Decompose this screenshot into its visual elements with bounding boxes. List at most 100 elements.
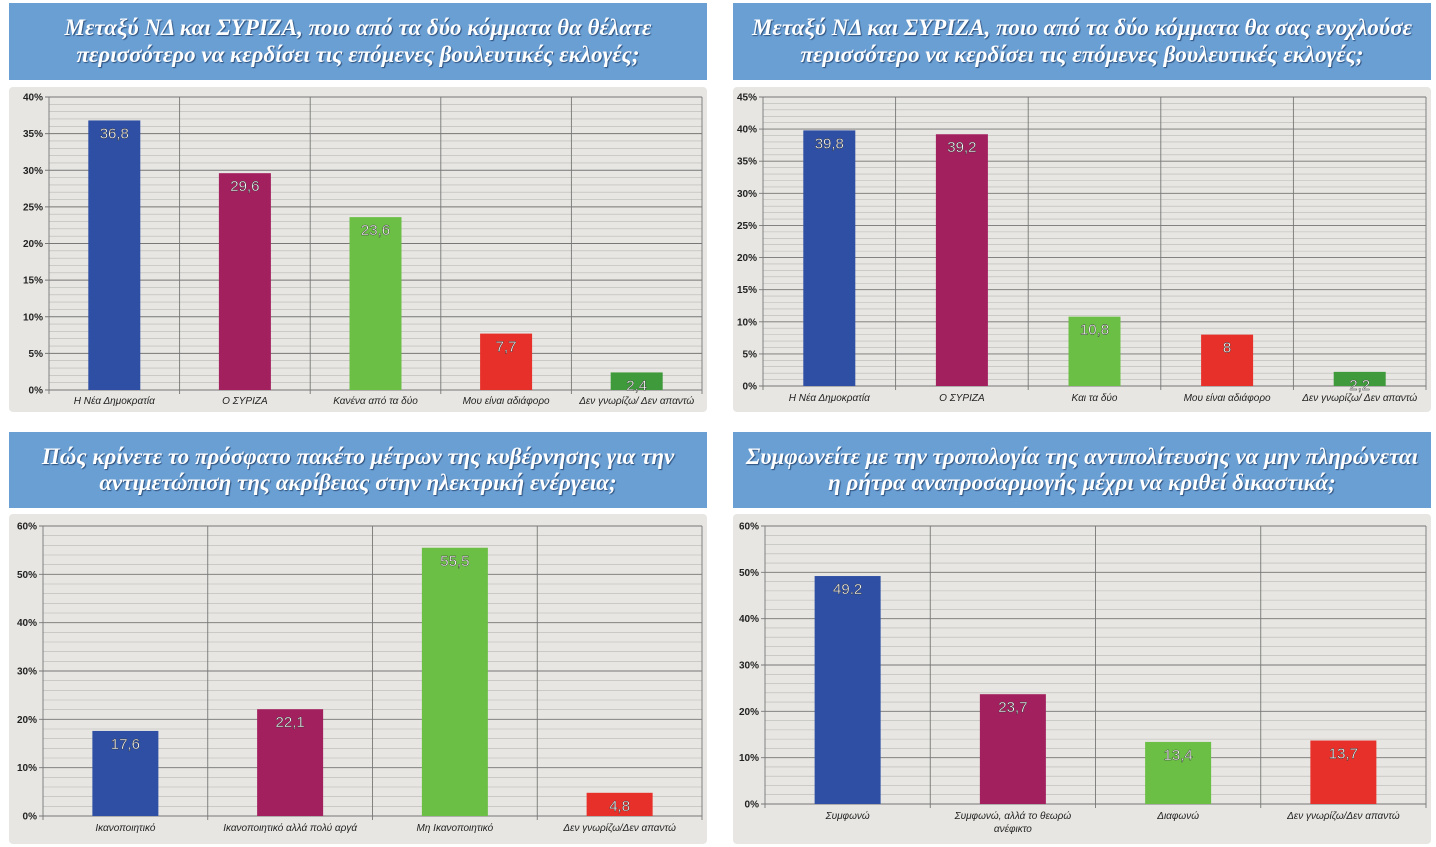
bar-chart: 0% 10% 20% 30% 40% 50% 60% 49.2 Συμφωνώ 23,7 Συμφω… — [739, 522, 1427, 835]
x-category-label: Συμφωνώ, αλλά το θεωρώ ανέφικτο — [954, 810, 1072, 835]
y-tick-label: 30% — [739, 661, 759, 672]
bar — [803, 130, 856, 386]
x-category-label: Συμφωνώ — [825, 810, 870, 822]
y-tick-label: 10% — [23, 312, 43, 323]
chart-panel-3: Πώς κρίνετε το πρόσφατο πακέτο μέτρων τη… — [9, 432, 707, 844]
y-tick-label: 35% — [23, 129, 43, 140]
data-label: 49.2 — [833, 581, 862, 598]
y-tick-label: 35% — [737, 157, 757, 168]
y-tick-label: 25% — [23, 202, 43, 213]
y-tick-label: 0% — [29, 386, 44, 397]
y-tick-label: 25% — [737, 221, 757, 232]
y-tick-label: 30% — [17, 667, 37, 678]
data-label: 39,8 — [815, 135, 844, 152]
x-category-label: Δεν γνωρίζω/Δεν απαντώ — [1286, 810, 1400, 822]
bar — [218, 173, 271, 390]
x-category-label: Και τα δύο — [1072, 392, 1118, 404]
data-label: 7,7 — [496, 339, 517, 356]
bar — [1145, 741, 1212, 804]
x-category-label: Ο ΣΥΡΙΖΑ — [939, 393, 985, 404]
data-label: 10,8 — [1080, 322, 1109, 339]
x-category-label: Μη Ικανοποιητικό — [417, 822, 494, 834]
x-category-label: Δεν γνωρίζω/ Δεν απαντώ — [578, 395, 694, 407]
data-label: 2,2 — [1349, 377, 1370, 394]
bar — [257, 709, 324, 816]
chart-title: Πώς κρίνετε το πρόσφατο πακέτο μέτρων τη… — [9, 432, 707, 508]
x-category-label: Η Νέα Δημοκρατία — [74, 395, 155, 407]
bar — [480, 333, 533, 390]
bar — [814, 576, 881, 804]
x-category-label: Διαφωνώ — [1156, 810, 1199, 822]
x-category-label: Κανένα από τα δύο — [333, 395, 418, 407]
x-category-label: Ικανοποιητικό — [95, 822, 156, 834]
y-tick-label: 5% — [743, 349, 758, 360]
bar — [1201, 334, 1254, 386]
y-tick-label: 20% — [17, 715, 37, 726]
data-label: 29,6 — [230, 178, 259, 195]
data-label: 2,4 — [626, 377, 647, 394]
data-label: 36,8 — [100, 125, 129, 142]
y-tick-label: 20% — [23, 239, 43, 250]
x-category-label: Ο ΣΥΡΙΖΑ — [222, 396, 268, 407]
x-category-label-line: Συμφωνώ, αλλά το θεωρώ — [954, 810, 1072, 822]
y-tick-label: 0% — [743, 382, 758, 393]
y-tick-label: 60% — [17, 522, 37, 533]
y-tick-label: 40% — [17, 618, 37, 629]
chart-title: Μεταξύ ΝΔ και ΣΥΡΙΖΑ, ποιο από τα δύο κό… — [733, 3, 1431, 80]
chart-title: Συμφωνείτε με την τροπολογία της αντιπολ… — [733, 432, 1431, 508]
data-label: 39,2 — [947, 139, 976, 156]
y-tick-label: 50% — [17, 570, 37, 581]
bar — [610, 372, 663, 390]
bar-chart: 0% 10% 20% 30% 40% 50% 60% 17,6 Ικανοποιητικό 22,… — [17, 522, 703, 834]
data-label: 17,6 — [111, 736, 140, 753]
y-tick-label: 10% — [17, 763, 37, 774]
y-tick-label: 20% — [737, 253, 757, 264]
x-category-label: Δεν γνωρίζω/ Δεν απαντώ — [1301, 392, 1417, 404]
bar-chart: 0% 5% 10% 15% 20% 25% 30% 35% 40% 36,8 Η Νέα Δημοκ… — [23, 93, 703, 407]
x-category-label: Η Νέα Δημοκρατία — [789, 392, 870, 404]
y-tick-label: 10% — [737, 317, 757, 328]
bar — [1068, 316, 1121, 386]
bar — [421, 547, 488, 816]
bar — [1310, 740, 1377, 804]
bar — [92, 730, 159, 816]
y-tick-label: 0% — [745, 800, 760, 811]
y-tick-label: 40% — [739, 614, 759, 625]
bar — [349, 217, 402, 390]
y-tick-label: 20% — [739, 707, 759, 718]
x-category-label: Μου είναι αδιάφορο — [1184, 392, 1271, 404]
y-tick-label: 60% — [739, 522, 759, 533]
y-tick-label: 40% — [737, 125, 757, 136]
y-tick-label: 15% — [737, 285, 757, 296]
y-tick-label: 30% — [737, 189, 757, 200]
data-label: 13,4 — [1164, 747, 1193, 764]
y-tick-label: 0% — [23, 812, 38, 823]
x-category-label: Μου είναι αδιάφορο — [463, 395, 550, 407]
data-label: 55,5 — [440, 553, 469, 570]
y-tick-label: 50% — [739, 568, 759, 579]
y-tick-label: 15% — [23, 276, 43, 287]
data-label: 23,6 — [361, 222, 390, 239]
chart-panel-1: Μεταξύ ΝΔ και ΣΥΡΙΖΑ, ποιο από τα δύο κό… — [9, 3, 707, 412]
chart-title: Μεταξύ ΝΔ και ΣΥΡΙΖΑ, ποιο από τα δύο κό… — [9, 3, 707, 80]
y-tick-label: 45% — [737, 93, 757, 104]
x-category-label: Δεν γνωρίζω/Δεν απαντώ — [562, 822, 676, 834]
data-label: 22,1 — [276, 714, 305, 731]
bar — [88, 120, 141, 390]
chart-panel-2: Μεταξύ ΝΔ και ΣΥΡΙΖΑ, ποιο από τα δύο κό… — [733, 3, 1431, 412]
data-label: 8 — [1223, 340, 1231, 357]
data-label: 23,7 — [998, 699, 1027, 716]
bar — [935, 134, 988, 386]
y-tick-label: 40% — [23, 93, 43, 104]
bar — [979, 694, 1046, 804]
y-tick-label: 5% — [29, 349, 44, 360]
bar — [586, 792, 653, 816]
x-category-label: Ικανοποιητικό αλλά πολύ αργά — [223, 822, 357, 834]
bar-chart: 0% 5% 10% 15% 20% 25% 30% 35% 40% 45% 39,8 Η Νέα Δη… — [737, 93, 1427, 404]
data-label: 13,7 — [1329, 746, 1358, 763]
chart-panel-4: Συμφωνείτε με την τροπολογία της αντιπολ… — [733, 432, 1431, 844]
data-label: 4,8 — [609, 798, 630, 815]
y-tick-label: 30% — [23, 166, 43, 177]
bar — [1333, 371, 1386, 386]
x-category-label-line: ανέφικτο — [994, 823, 1032, 835]
